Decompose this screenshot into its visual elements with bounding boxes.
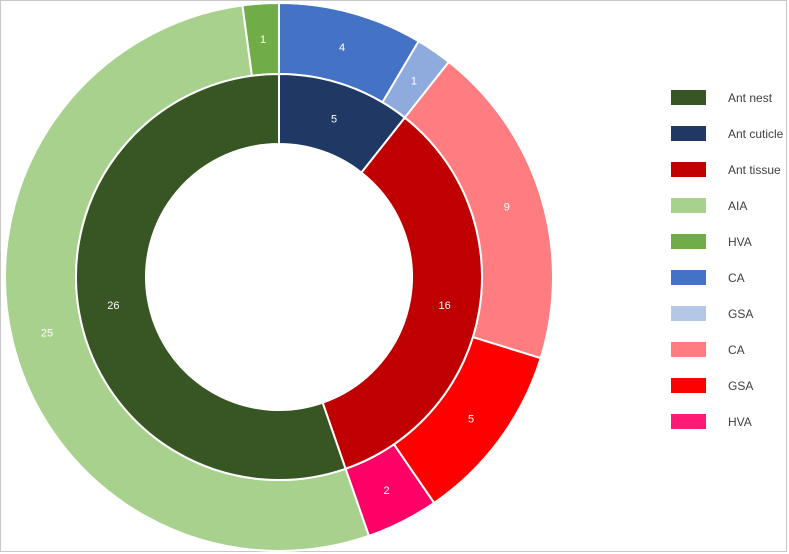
legend-label-gsa-8: GSA	[728, 379, 753, 393]
outer-slice-label-hva-4: 2	[384, 485, 390, 497]
legend-label-aia-3: AIA	[728, 199, 747, 213]
outer-slice-label-ca-2: 9	[504, 201, 510, 213]
legend: Ant nest Ant cuticle Ant tissue AIA HVA CA GSA…	[671, 90, 784, 429]
legend-swatch-gsa-6	[671, 306, 706, 321]
inner-ring	[75, 72, 483, 481]
outer-slice-label-gsa-1: 1	[411, 75, 417, 87]
legend-swatch-ant-nest-0	[671, 90, 706, 105]
legend-swatch-gsa-8	[671, 378, 706, 393]
legend-swatch-ca-5	[671, 270, 706, 285]
legend-swatch-ca-7	[671, 342, 706, 357]
outer-slice-label-aia-5: 25	[41, 327, 53, 339]
legend-swatch-ant-cuticle-1	[671, 126, 706, 141]
outer-slice-label-hva-6: 1	[260, 34, 266, 46]
legend-label-ant-nest-0: Ant nest	[728, 91, 773, 105]
legend-swatch-aia-3	[671, 198, 706, 213]
legend-label-hva-9: HVA	[728, 415, 752, 429]
legend-swatch-hva-9	[671, 414, 706, 429]
outer-ring	[4, 1, 554, 552]
inner-slice-label-ant-cuticle-0: 5	[331, 113, 337, 125]
legend-label-ca-7: CA	[728, 343, 745, 357]
outer-slice-label-gsa-3: 5	[468, 413, 474, 425]
legend-label-gsa-6: GSA	[728, 307, 753, 321]
outer-slice-label-ca-0: 4	[339, 42, 345, 54]
legend-label-ca-5: CA	[728, 271, 745, 285]
legend-label-hva-4: HVA	[728, 235, 752, 249]
legend-swatch-hva-4	[671, 234, 706, 249]
inner-slice-label-ant-tissue-1: 16	[439, 300, 451, 312]
legend-swatch-ant-tissue-2	[671, 162, 706, 177]
inner-slice-ant-nest-2	[75, 72, 347, 481]
inner-slice-ant-tissue-1	[321, 116, 483, 471]
inner-slice-label-ant-nest-2: 26	[107, 300, 119, 312]
legend-label-ant-tissue-2: Ant tissue	[728, 163, 781, 177]
legend-label-ant-cuticle-1: Ant cuticle	[728, 127, 784, 141]
slice-labels: 4 1 9 5 2 25 1 5 16 26	[41, 34, 510, 497]
